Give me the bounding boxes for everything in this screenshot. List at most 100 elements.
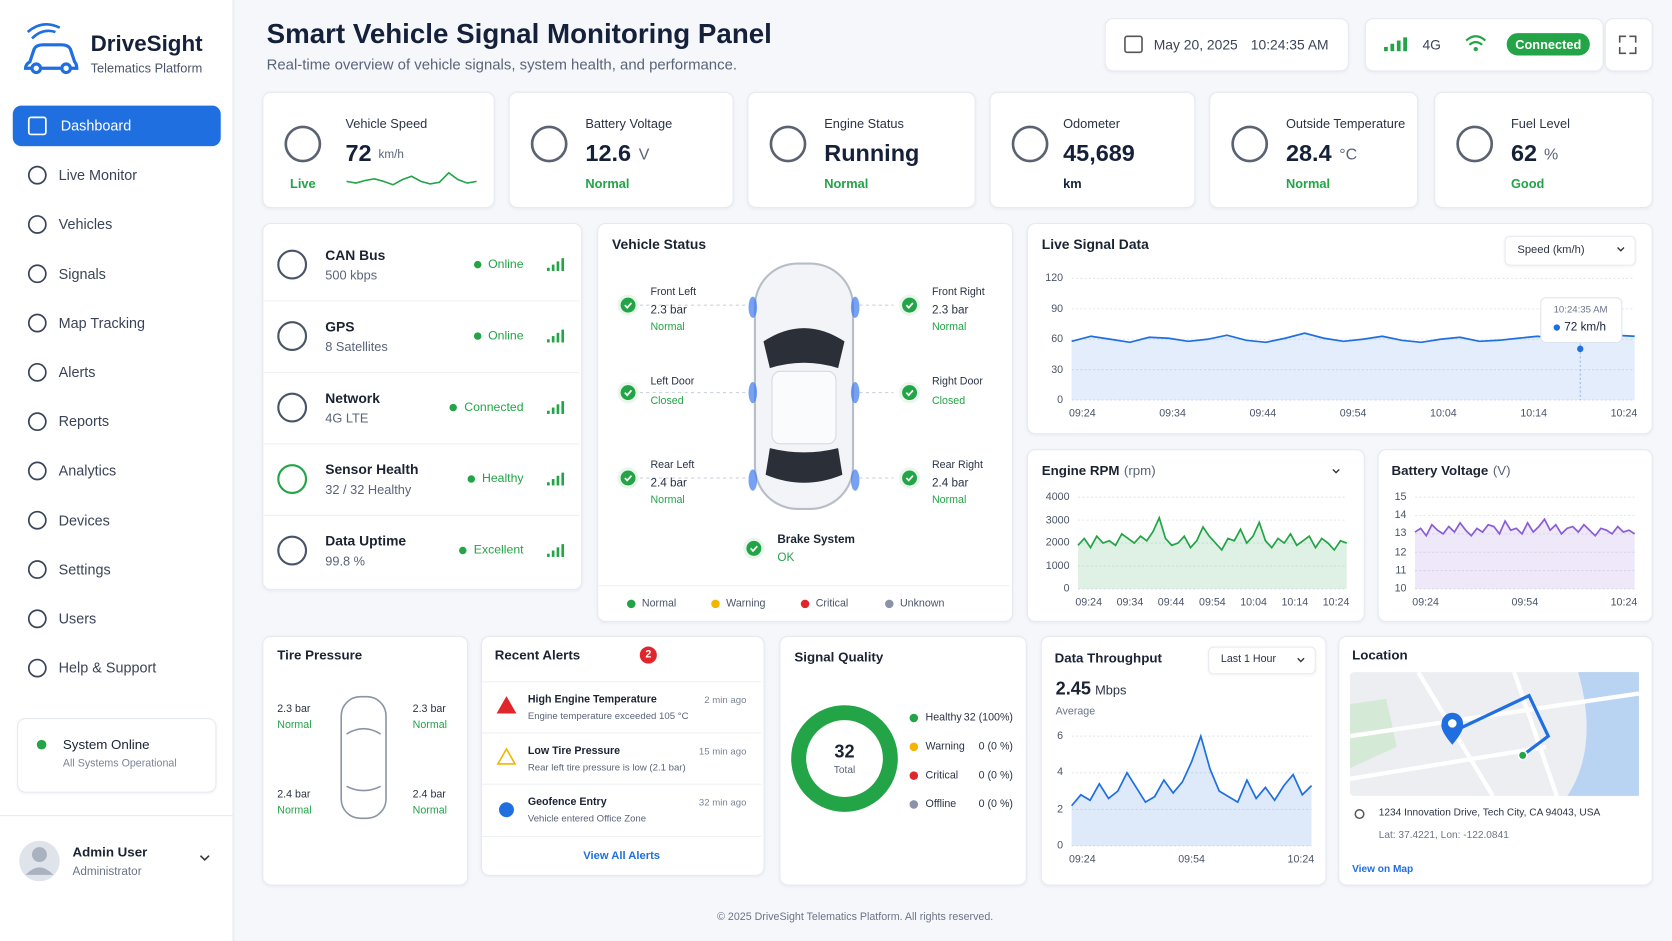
nav-item[interactable]: Help & Support bbox=[58, 660, 157, 677]
location-icon bbox=[1354, 809, 1365, 820]
x-tick-label: 09:44 bbox=[1157, 596, 1185, 609]
legend-label: Offline bbox=[925, 798, 957, 811]
nav-item[interactable]: Signals bbox=[58, 265, 106, 282]
area bbox=[1414, 519, 1635, 589]
nav-icon bbox=[27, 165, 47, 185]
x-tick-label: 10:24 bbox=[1287, 854, 1315, 866]
kpi-label: Vehicle Speed bbox=[345, 116, 428, 132]
nav-item[interactable]: Live Monitor bbox=[58, 167, 138, 184]
nav-item[interactable]: Settings bbox=[58, 561, 111, 578]
tire-label: Front Right bbox=[931, 286, 985, 299]
tire-card bbox=[262, 635, 469, 886]
selector-label[interactable]: Last 1 Hour bbox=[1220, 653, 1277, 666]
map-link[interactable]: View on Map bbox=[1352, 863, 1414, 876]
nav-icon bbox=[27, 609, 47, 629]
x-tick-label: 09:24 bbox=[1412, 596, 1439, 609]
tire-car bbox=[340, 695, 387, 820]
alert-icon bbox=[499, 802, 514, 818]
nav-item[interactable]: Analytics bbox=[58, 462, 117, 479]
signal-bar bbox=[551, 336, 555, 343]
signal-bar bbox=[561, 472, 565, 486]
alert-title: High Engine Temperature bbox=[527, 694, 657, 706]
check bbox=[902, 470, 918, 486]
address: 1234 Innovation Drive, Tech City, CA 940… bbox=[1378, 807, 1601, 819]
systems-card bbox=[262, 222, 583, 590]
fullscreen-button[interactable] bbox=[1604, 18, 1653, 72]
signal-bar bbox=[561, 329, 565, 343]
check-mark bbox=[624, 389, 633, 397]
wifi-icon bbox=[1465, 35, 1487, 46]
kpi-icon bbox=[769, 125, 807, 163]
page-title: Smart Vehicle Signal Monitoring Panel bbox=[266, 17, 772, 50]
card-unit: (V) bbox=[1492, 463, 1511, 478]
legend-label: Warning bbox=[925, 740, 965, 753]
kpi-value: 72 bbox=[345, 139, 372, 167]
check-mark bbox=[905, 475, 914, 482]
tire-label: Right Door bbox=[931, 376, 983, 388]
car-windshield bbox=[763, 328, 845, 369]
card-title: Battery Voltage bbox=[1391, 463, 1489, 478]
signal-bar bbox=[1384, 46, 1388, 52]
selector-label[interactable]: Speed (km/h) bbox=[1517, 243, 1585, 257]
y-tick-label: 2 bbox=[1057, 803, 1064, 816]
x-tick-label: 09:34 bbox=[1116, 596, 1144, 609]
nav-item[interactable]: Dashboard bbox=[60, 117, 132, 134]
system-status: Healthy bbox=[481, 472, 524, 486]
kpi-label: Outside Temperature bbox=[1285, 116, 1406, 132]
kpi-card bbox=[747, 91, 976, 209]
legend-label: Critical bbox=[925, 769, 959, 782]
y-tick-label: 15 bbox=[1394, 491, 1407, 504]
tire-car-windows bbox=[346, 727, 382, 792]
y-tick-label: 120 bbox=[1045, 272, 1064, 285]
tire-value: 2.4 bar bbox=[412, 788, 446, 801]
selector[interactable] bbox=[1504, 235, 1636, 266]
nav-item[interactable]: Map Tracking bbox=[58, 315, 146, 332]
system-status: Online bbox=[488, 329, 524, 343]
tire-value: 2.4 bar bbox=[277, 788, 311, 801]
card-title: Recent Alerts bbox=[494, 647, 581, 663]
y-tick-label: 0 bbox=[1057, 840, 1064, 852]
nav-icon bbox=[27, 510, 47, 530]
nav-item[interactable]: Users bbox=[58, 610, 97, 627]
signal-bar bbox=[547, 267, 550, 271]
chevron bbox=[1297, 657, 1305, 663]
system-name: Sensor Health bbox=[325, 461, 419, 478]
selector[interactable] bbox=[1208, 646, 1316, 675]
nav-item[interactable]: Reports bbox=[58, 413, 110, 430]
nav-active[interactable] bbox=[12, 105, 221, 147]
alerts-link[interactable]: View All Alerts bbox=[583, 849, 661, 863]
tire-status: Normal bbox=[412, 719, 448, 732]
nav-item[interactable]: Alerts bbox=[58, 364, 96, 381]
nav-item[interactable]: Devices bbox=[58, 512, 110, 529]
kpi-card bbox=[1209, 91, 1419, 209]
donut-segment bbox=[791, 705, 898, 812]
x-tick-label: 09:54 bbox=[1199, 596, 1226, 609]
tooltip-time: 10:24:35 AM bbox=[1553, 304, 1608, 315]
nav-icon bbox=[27, 658, 47, 678]
signal-bar bbox=[561, 401, 565, 414]
sparkline bbox=[346, 171, 477, 186]
system-name: GPS bbox=[325, 318, 355, 335]
x-tick-label: 09:34 bbox=[1159, 408, 1186, 420]
sensor-glow bbox=[850, 469, 860, 491]
system-icon bbox=[277, 321, 308, 352]
time: 10:24:35 AM bbox=[1250, 36, 1329, 53]
card-title: Signal Quality bbox=[794, 649, 884, 665]
alert-icon bbox=[496, 696, 517, 714]
nav-item[interactable]: Vehicles bbox=[58, 216, 113, 233]
map-route bbox=[1451, 693, 1551, 757]
kpi-icon bbox=[1011, 125, 1049, 163]
area bbox=[1078, 517, 1347, 589]
signal-bar bbox=[556, 261, 560, 271]
system-status: Excellent bbox=[473, 544, 524, 557]
footer: © 2025 DriveSight Telematics Platform. A… bbox=[717, 911, 994, 924]
x-tick-label: 09:24 bbox=[1075, 596, 1103, 609]
tire-status: Normal bbox=[931, 321, 967, 334]
line bbox=[1070, 733, 1313, 807]
status-dot bbox=[449, 403, 457, 412]
kpi-value: 62 bbox=[1510, 139, 1538, 167]
date: May 20, 2025 bbox=[1153, 36, 1238, 53]
nav-icon bbox=[27, 215, 47, 234]
throughput-value: 2.45 bbox=[1055, 678, 1091, 699]
tire-status: Normal bbox=[277, 804, 312, 817]
